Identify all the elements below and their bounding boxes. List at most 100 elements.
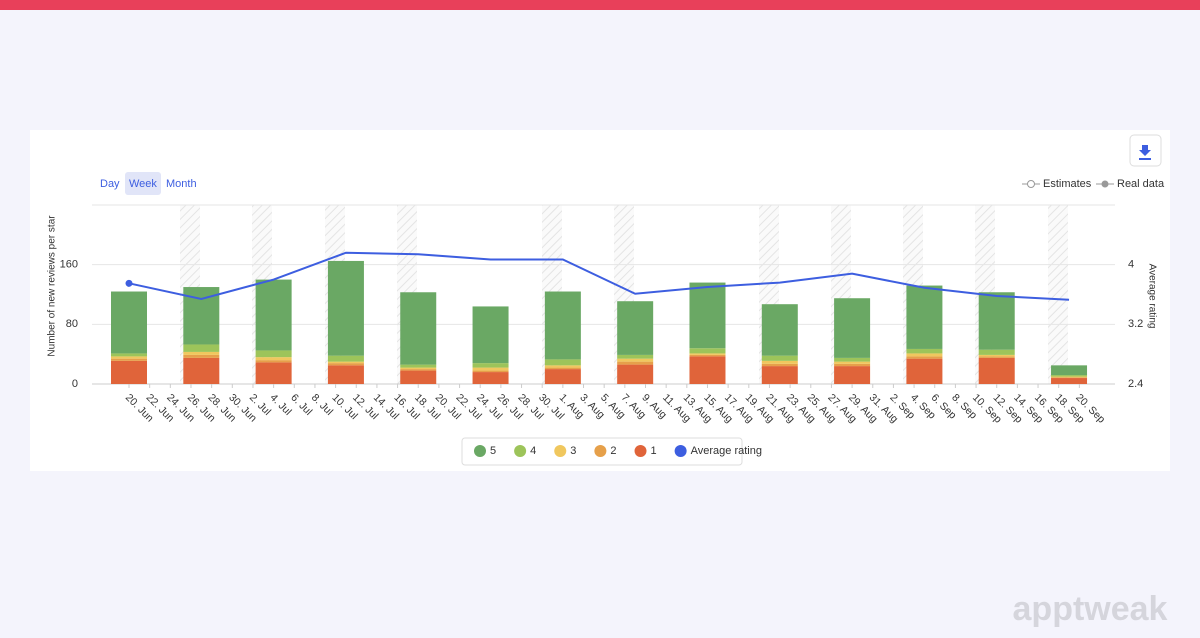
download-icon bbox=[1139, 145, 1151, 160]
bar-segment bbox=[183, 351, 220, 355]
bar-segment bbox=[255, 362, 292, 384]
bar-segment bbox=[544, 365, 581, 368]
legend-label[interactable]: Real data bbox=[1117, 178, 1165, 190]
bar-segment bbox=[1051, 365, 1088, 376]
bar-segment bbox=[906, 358, 943, 384]
bar-segment bbox=[111, 356, 147, 359]
y2-tick-label: 2.4 bbox=[1128, 378, 1143, 390]
bar-segment bbox=[978, 292, 1015, 350]
rating-point bbox=[125, 279, 133, 287]
legend-dot bbox=[1027, 180, 1035, 188]
bar-segment bbox=[327, 260, 364, 356]
bar-segment bbox=[978, 354, 1015, 357]
y2-tick-label: 3.2 bbox=[1128, 318, 1143, 330]
bar-segment bbox=[111, 358, 147, 361]
bar-segment bbox=[111, 291, 147, 354]
bar-segment bbox=[834, 298, 871, 358]
bar-segment bbox=[183, 357, 220, 384]
y2-axis-title: Average rating bbox=[1146, 264, 1157, 329]
bar-segment bbox=[183, 354, 220, 358]
bar-segment bbox=[906, 285, 943, 349]
bar-segment bbox=[906, 348, 943, 354]
legend-label[interactable]: Average rating bbox=[691, 445, 762, 457]
estimate-band bbox=[1048, 205, 1068, 384]
bar-segment bbox=[183, 344, 220, 352]
legend-swatch bbox=[554, 445, 567, 457]
bar-segment bbox=[400, 367, 437, 370]
y-tick-label: 0 bbox=[72, 378, 78, 390]
legend-swatch bbox=[674, 445, 687, 457]
legend-label[interactable]: 5 bbox=[490, 445, 496, 457]
bar-segment bbox=[689, 348, 726, 354]
bar-segment bbox=[255, 350, 292, 358]
bar-segment bbox=[400, 370, 437, 384]
bar-segment bbox=[906, 353, 943, 357]
bar-segment bbox=[327, 365, 364, 384]
legend-label[interactable]: 1 bbox=[651, 445, 657, 457]
bar-segment bbox=[544, 291, 581, 360]
legend-swatch bbox=[594, 445, 607, 457]
bar-segment bbox=[1051, 376, 1088, 378]
bar-segment bbox=[472, 372, 509, 384]
y-axis-title: Number of new reviews per star bbox=[47, 215, 58, 357]
bar-segment bbox=[472, 367, 509, 371]
bar-segment bbox=[617, 354, 654, 359]
legend-swatch bbox=[634, 445, 647, 457]
bar-segment bbox=[111, 353, 147, 357]
bar-segment bbox=[834, 361, 871, 364]
bar-segment bbox=[834, 357, 871, 362]
bar-segment bbox=[978, 356, 1015, 358]
bar-segment bbox=[472, 370, 509, 373]
top-bar bbox=[0, 0, 1200, 10]
bar-segment bbox=[617, 358, 654, 362]
legend-swatch bbox=[474, 445, 486, 457]
bar-segment bbox=[400, 292, 437, 365]
bar-segment bbox=[761, 304, 798, 356]
bar-segment bbox=[111, 360, 147, 384]
bar-segment bbox=[689, 353, 726, 355]
legend-label[interactable]: 4 bbox=[530, 445, 536, 457]
legend-label[interactable]: Estimates bbox=[1043, 178, 1092, 190]
bar-segment bbox=[400, 364, 437, 368]
bar-segment bbox=[472, 306, 509, 364]
bar-segment bbox=[906, 356, 943, 359]
bar-segment bbox=[255, 360, 292, 363]
bar-segment bbox=[834, 363, 871, 367]
bar-segment bbox=[689, 354, 726, 357]
bar-segment bbox=[617, 301, 654, 355]
bar-segment bbox=[544, 359, 581, 366]
bar-segment bbox=[1051, 375, 1088, 377]
period-button[interactable]: Month bbox=[166, 178, 197, 190]
bar-segment bbox=[978, 357, 1015, 384]
period-button[interactable]: Week bbox=[129, 178, 157, 190]
bar-segment bbox=[761, 360, 798, 364]
brand-logo: apptweak bbox=[1013, 590, 1168, 628]
bar-segment bbox=[1051, 377, 1088, 379]
bar-segment bbox=[544, 367, 581, 370]
bar-segment bbox=[327, 355, 364, 362]
bar-segment bbox=[978, 349, 1015, 355]
y-tick-label: 80 bbox=[66, 318, 78, 330]
rating-line bbox=[128, 251, 1070, 301]
bar-segment bbox=[617, 361, 654, 365]
bar-segment bbox=[761, 366, 798, 384]
bar-segment bbox=[255, 279, 292, 351]
bar-segment bbox=[834, 366, 871, 384]
bar-segment bbox=[689, 356, 726, 384]
y-tick-label: 160 bbox=[60, 259, 78, 271]
bar-segment bbox=[400, 369, 437, 371]
legend-label[interactable]: 3 bbox=[570, 445, 576, 457]
bar-segment bbox=[689, 282, 726, 349]
bar-segment bbox=[1051, 378, 1088, 384]
legend-dot bbox=[1101, 180, 1109, 188]
bar-segment bbox=[544, 369, 581, 384]
selected-period bbox=[125, 172, 161, 195]
bar-segment bbox=[761, 363, 798, 367]
bar-segment bbox=[617, 364, 654, 384]
legend-label[interactable]: 2 bbox=[610, 445, 616, 457]
bar-segment bbox=[761, 355, 798, 361]
period-button[interactable]: Day bbox=[100, 178, 120, 190]
legend-swatch bbox=[514, 445, 527, 457]
